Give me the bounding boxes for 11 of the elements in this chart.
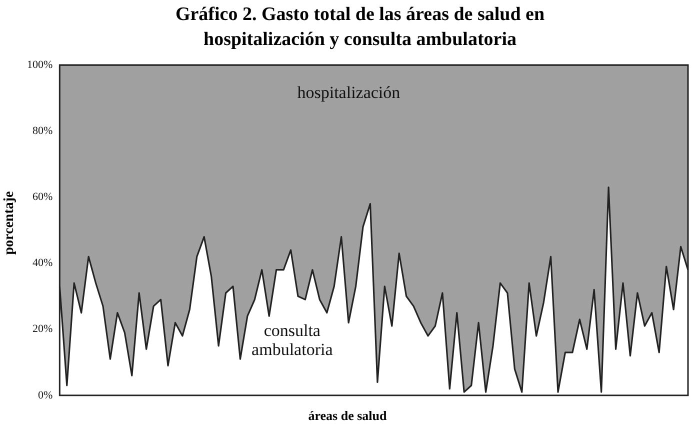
y-tick-label: 60% [32,191,53,204]
chart-title: Gráfico 2. Gasto total de las áreas de salud en hospitalización y consulta ambulatoria [174,3,546,52]
y-tick-label: 80% [32,124,53,137]
y-tick-label: 40% [32,257,53,270]
series-label: hospitalización [297,83,401,102]
series-label: consulta ambulatoria [252,320,334,359]
y-tick-label: 20% [32,323,53,336]
y-tick-label: 0% [38,389,53,402]
y-tick-label: 100% [26,58,53,71]
x-axis-title: áreas de salud [307,408,388,424]
y-axis-title: porcentaje [2,190,18,257]
